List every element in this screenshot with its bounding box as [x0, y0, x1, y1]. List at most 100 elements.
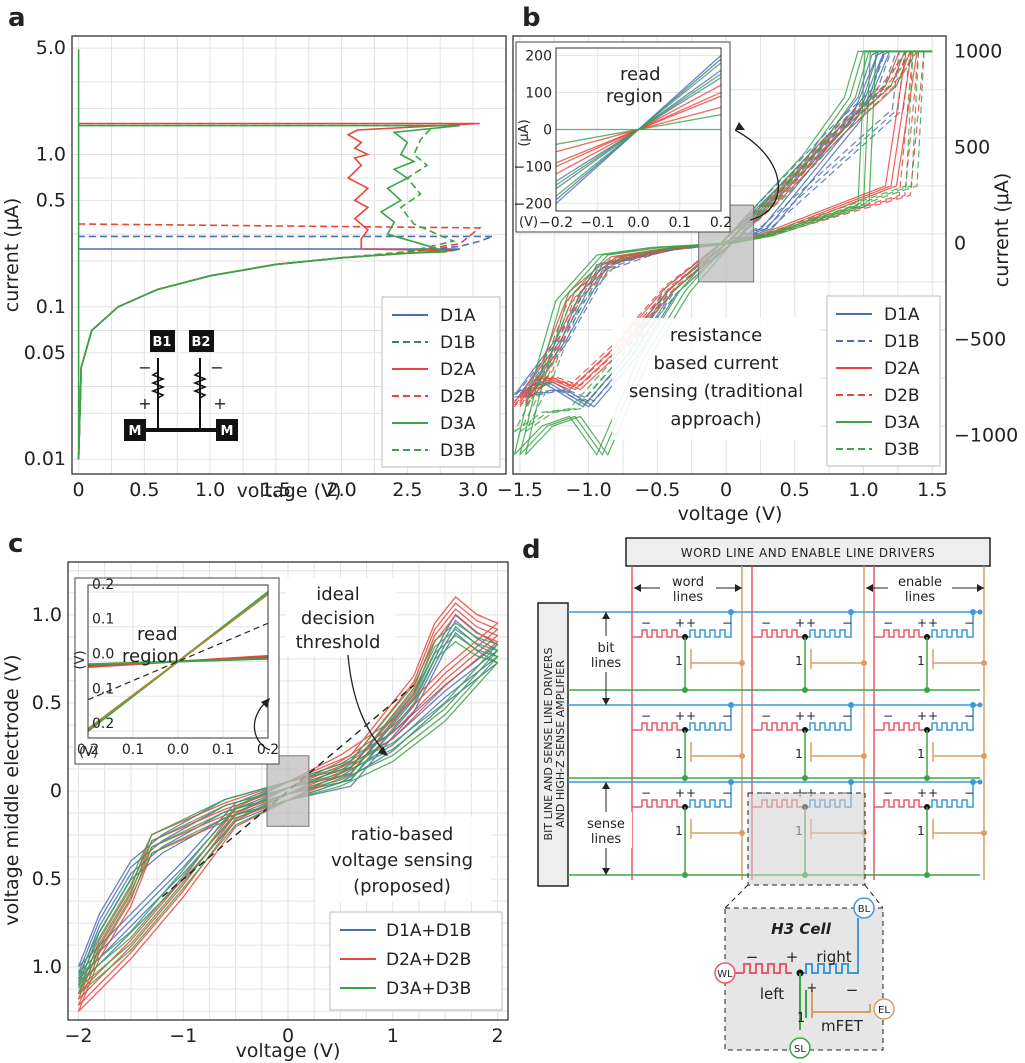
d-cell-minus-right: −	[842, 616, 852, 630]
b-xtick: −1.5	[497, 479, 543, 501]
d-cell-plus-left: +	[795, 616, 805, 630]
d-cell-el-junction	[981, 830, 987, 836]
a-legend-label: D2B	[440, 387, 476, 407]
d-sense-lines-label-2: lines	[591, 832, 621, 847]
a-circuit-m-right: M	[221, 424, 234, 439]
c-yticks: 1.0 0.5 0 0.5 1.0	[32, 604, 62, 978]
b-xtick: 0	[720, 479, 732, 501]
d-detail-wl-terminal	[714, 962, 736, 984]
panel-c-label: c	[8, 529, 23, 559]
b-xtick: −0.5	[634, 479, 680, 501]
c-threshold-label-bg	[286, 578, 396, 656]
d-highlight-cell	[747, 792, 866, 886]
c-inset-threshold	[87, 622, 269, 701]
a-series-D3B	[77, 124, 456, 460]
d-bit-lines-label-bg	[584, 636, 628, 672]
c-read-region-box	[266, 755, 310, 827]
d-detail-right-label: right	[816, 948, 851, 966]
b-legend-box	[826, 295, 941, 467]
b-xlabel: voltage (V)	[678, 503, 783, 525]
d-cell-left-memristor-icon	[761, 722, 802, 731]
c-annotation-2: voltage sensing	[331, 850, 473, 871]
c-xlabel: voltage (V)	[236, 1040, 341, 1062]
c-legend-box	[329, 911, 503, 1011]
c-inset-xunit: (V)	[79, 745, 98, 760]
a-legend-label: D2A	[440, 360, 476, 380]
d-cell-left-memristor-icon	[883, 799, 924, 808]
a-circuit-minus-right: −	[210, 358, 223, 377]
b-series-D3A	[513, 50, 866, 457]
c-inset-content: 0.2 0.1 0.0 0.1 0.20.20.10.00.10.2	[77, 577, 279, 758]
d-detail-title: H3 Cell	[771, 920, 832, 938]
a-plot-frame	[71, 35, 507, 475]
a-circuit-right-resistor-icon	[192, 371, 208, 399]
d-enable-lines-label-bg	[888, 570, 952, 606]
b-xtick: 1.5	[917, 479, 947, 501]
a-xtick: 1.0	[195, 479, 225, 501]
d-cell-minus-left: −	[883, 616, 893, 630]
b-annotation-3: sensing (traditional	[629, 381, 803, 402]
d-cell-bl-junction	[848, 702, 854, 708]
d-cell-el-junction	[739, 660, 745, 666]
d-detail-one: 1	[797, 1011, 805, 1026]
a-xticks: 0 0.5 1.0 1.5 2.0 2.5 3.0	[73, 479, 489, 501]
d-word-line-driver	[625, 537, 991, 567]
d-cell-plus-left: +	[917, 709, 927, 723]
d-cell-minus-left: −	[641, 786, 651, 800]
a-series-D3A	[77, 49, 461, 460]
c-series-D1A+D1B	[77, 619, 499, 974]
d-cell-plus-left: +	[675, 786, 685, 800]
a-circuit-b1-box	[150, 330, 175, 352]
d-cell-plus-left: +	[917, 786, 927, 800]
d-cell-minus-right: −	[722, 616, 732, 630]
b-inset-xtick: −0.2	[539, 215, 573, 231]
a-legend-label: D3A	[440, 414, 476, 434]
panel-a: a 0 0.5 1.0 1.5 2.0 2.5 3.0 0.01 0.05 0.1 0.5 1.0 5…	[1, 3, 507, 502]
d-cell-minus-right: −	[964, 616, 974, 630]
b-inset-line	[555, 62, 722, 197]
d-cell-el-junction	[981, 753, 987, 759]
b-inset-title-2: region	[606, 86, 663, 107]
c-xtick: 1	[387, 1025, 399, 1047]
d-cell-right-memristor-icon	[685, 705, 732, 731]
c-threshold-label-2: decision	[301, 608, 375, 629]
d-cell-right-memristor-icon	[685, 782, 732, 808]
panel-d-label: d	[522, 535, 541, 565]
a-ylabel: current (μA)	[1, 198, 23, 313]
d-cell-minus-left: −	[641, 709, 651, 723]
c-legend-label: D3A+D3B	[386, 979, 471, 999]
c-inset-arrowhead-icon	[261, 698, 270, 708]
c-inset: 0.2 0.1 0.0 0.1 0.20.20.10.00.10.2 read regi…	[73, 577, 280, 765]
a-xtick: 2.5	[392, 479, 422, 501]
d-detail-sl-terminal	[789, 1037, 811, 1059]
d-cell-bl-junction	[848, 609, 854, 615]
c-annotation-1: ratio-based	[351, 824, 454, 845]
d-detail-left-label: left	[760, 985, 784, 1003]
a-xtick: 0	[73, 479, 85, 501]
d-detail-minus-left: −	[746, 948, 759, 966]
d-cell-left-memristor-icon	[883, 722, 924, 731]
c-inset-ytick: 0.0	[92, 647, 114, 663]
a-circuit-plus-right: +	[213, 394, 226, 413]
d-detail-left-memristor-icon	[743, 963, 792, 974]
c-threshold-arrowhead-icon	[378, 746, 388, 756]
d-cell-bl-junction	[728, 702, 734, 708]
d-cell-left-memristor-icon	[641, 799, 682, 808]
c-inset-line	[87, 657, 269, 666]
c-inset-xtick: 0.0	[167, 742, 189, 758]
b-inset-arrowhead-icon	[735, 122, 745, 130]
d-cell-one: 1	[917, 824, 925, 838]
d-cell-one: 1	[917, 654, 925, 668]
c-xtick: −2	[64, 1025, 92, 1047]
d-bit-lines-label-2: lines	[591, 656, 621, 671]
d-cell-left-memristor-icon	[883, 629, 924, 638]
d-cell-el-junction	[739, 753, 745, 759]
b-xticks: −1.5 −1.0 −0.5 0 0.5 1.0 1.5	[497, 479, 948, 501]
c-series-D3A+D3B	[77, 640, 499, 995]
b-inset-ytick: 0	[543, 123, 552, 139]
d-cell-plus-right: +	[928, 709, 938, 723]
d-cell-right-memristor-icon	[805, 705, 852, 731]
d-cell-el-junction	[861, 660, 867, 666]
d-word-lines-label-2: lines	[673, 590, 703, 605]
c-inset-ytick: 0.1	[92, 612, 114, 628]
